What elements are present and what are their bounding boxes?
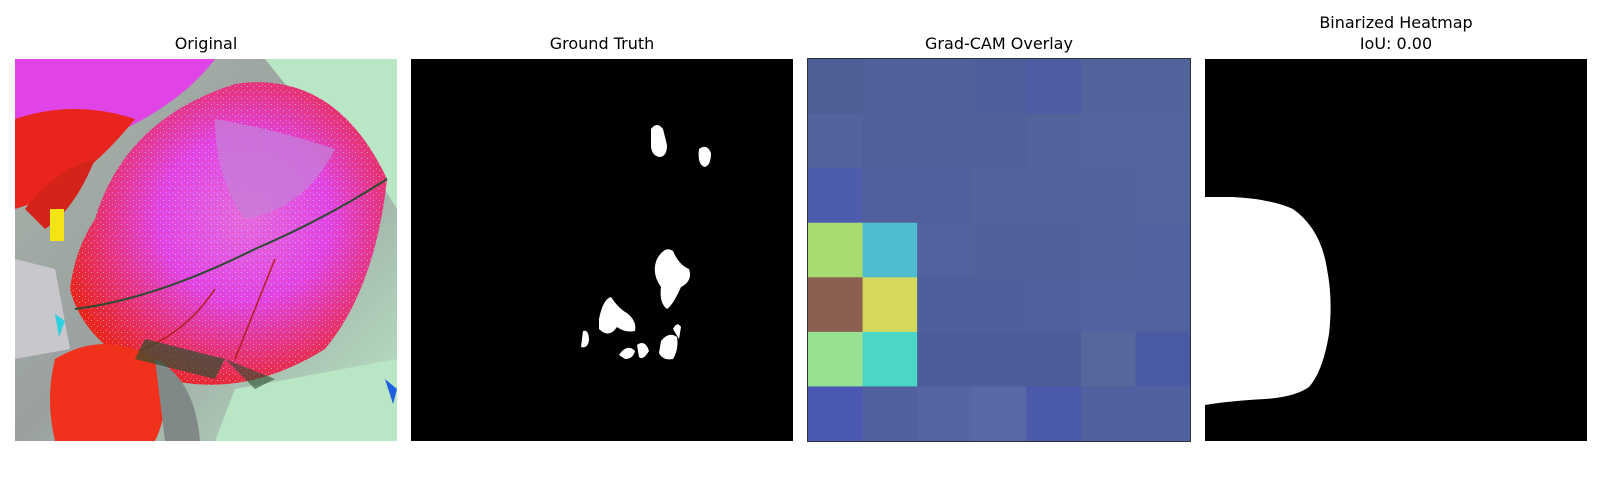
mask-background (411, 59, 793, 441)
heatmap-cell (808, 222, 864, 278)
leaf-bottom (50, 344, 165, 441)
mask-blob (673, 324, 681, 339)
heatmap-cell (971, 168, 1027, 224)
dark-patch (225, 359, 275, 389)
heatmap-cell (1080, 168, 1136, 224)
heatmap-cell (971, 222, 1027, 278)
original-image (15, 59, 397, 441)
heatmap-cell (1080, 222, 1136, 278)
heatmap-cell (1135, 113, 1190, 169)
title-ground-truth: Ground Truth (549, 34, 655, 53)
heatmap-cell (808, 113, 864, 169)
mask-blob (651, 125, 667, 157)
heatmap-cell (1026, 277, 1082, 333)
title-gradcam-overlay: Grad-CAM Overlay (925, 34, 1073, 53)
heatmap-cell (1080, 386, 1136, 441)
heatmap-cell (1135, 277, 1190, 333)
heatmap-cell (808, 331, 864, 387)
heatmap-cell (862, 331, 918, 387)
heatmap-cell (917, 386, 973, 441)
mask-blob (619, 347, 635, 359)
heatmap-cell (917, 222, 973, 278)
leaf-vein (234, 258, 276, 360)
binarized-region (1205, 197, 1331, 405)
heatmap-cell (917, 59, 973, 115)
leaf-top-left-red (15, 109, 135, 209)
heatmap-cell (808, 386, 864, 441)
gradcam-heatmap-grid (808, 59, 1190, 441)
heatmap-cell (1080, 331, 1136, 387)
heatmap-cell (971, 331, 1027, 387)
heatmap-cell (971, 386, 1027, 441)
heatmap-cell (862, 386, 918, 441)
heatmap-cell (1026, 59, 1082, 115)
iou-score-label: IoU: 0.00 (1359, 34, 1433, 53)
heatmap-cell (971, 59, 1027, 115)
heatmap-cell (862, 168, 918, 224)
heatmap-cell (1026, 386, 1082, 441)
mask-blob (637, 343, 649, 359)
heatmap-cell (1135, 168, 1190, 224)
leaf-fragment (25, 159, 95, 229)
heatmap-cell (1026, 113, 1082, 169)
heatmap-cell (1135, 222, 1190, 278)
yellow-spot (50, 209, 64, 241)
heatmap-cell (1080, 277, 1136, 333)
leaf-highlight (215, 119, 335, 219)
heatmap-cell (1026, 331, 1082, 387)
binarized-heatmap-canvas (1205, 59, 1587, 441)
mask-blob (599, 297, 636, 334)
binarized-heatmap (1205, 59, 1587, 441)
heatmap-cell (808, 277, 864, 333)
heatmap-cell (862, 222, 918, 278)
heatmap-cell (808, 59, 864, 115)
heatmap-cell (917, 168, 973, 224)
heatmap-cell (1080, 113, 1136, 169)
heatmap-cell (971, 113, 1027, 169)
ground-truth-canvas (411, 59, 793, 441)
cyan-accent (55, 314, 65, 337)
heatmap-cell (1135, 331, 1190, 387)
heatmap-cell (862, 277, 918, 333)
leaf-midrib (74, 178, 388, 310)
original-image-canvas (15, 59, 397, 441)
heatmap-cell (917, 113, 973, 169)
heatmap-cell (1135, 59, 1190, 115)
heatmap-cell (1026, 168, 1082, 224)
heatmap-cell (971, 277, 1027, 333)
bg-patch (215, 359, 397, 441)
heatmap-cell (1026, 222, 1082, 278)
heatmap-cell (808, 168, 864, 224)
ground-truth-mask (411, 59, 793, 441)
heatmap-cell (862, 113, 918, 169)
heatmap-cell (1080, 59, 1136, 115)
heatmap-cell (862, 59, 918, 115)
dark-patch (135, 339, 225, 379)
mask-blob (654, 249, 690, 309)
mask-blob (698, 146, 711, 167)
title-original: Original (174, 34, 238, 53)
heatmap-cell (1135, 386, 1190, 441)
bg-patch (155, 359, 200, 441)
mask-blob (581, 330, 589, 348)
heatmap-cell (917, 277, 973, 333)
bg-patch (15, 259, 70, 359)
mask-blob (659, 334, 678, 360)
heatmap-cell (917, 331, 973, 387)
blue-accent (385, 379, 397, 404)
gradcam-overlay (807, 58, 1191, 442)
title-binarized-heatmap: Binarized Heatmap (1319, 13, 1473, 32)
